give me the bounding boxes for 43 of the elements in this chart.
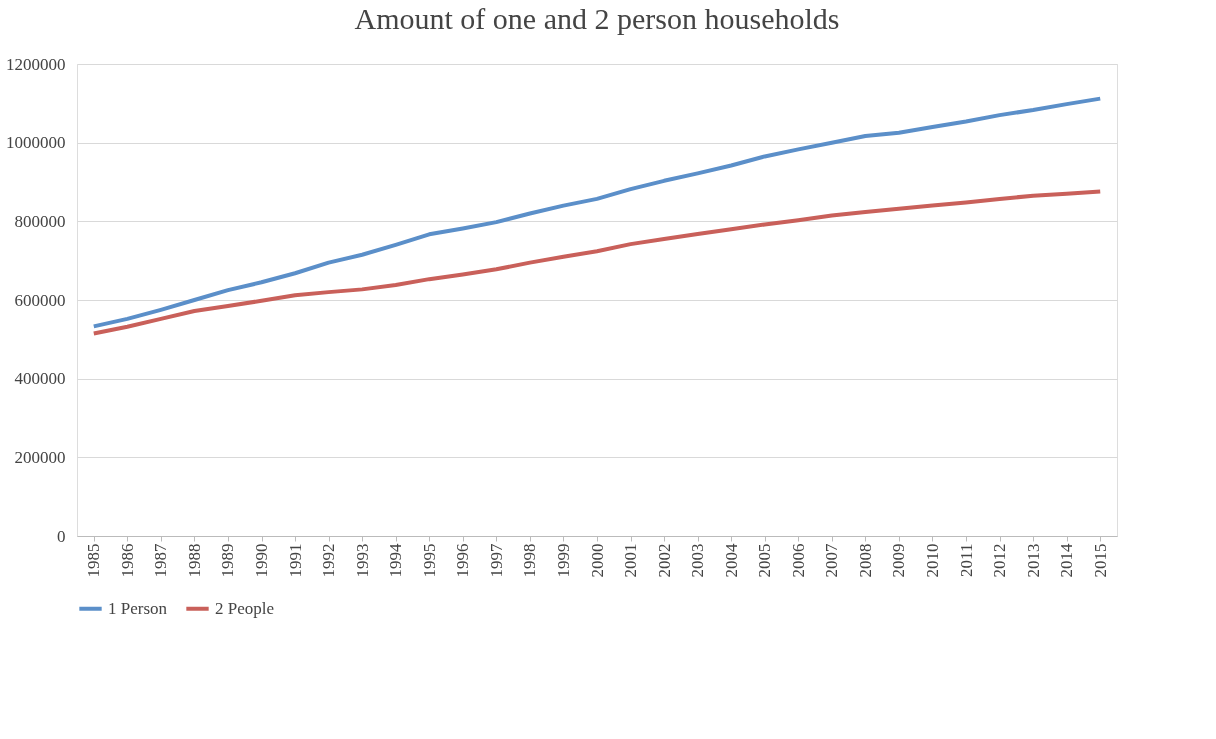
x-tick-label: 2004 xyxy=(721,543,741,578)
x-tick-label: 1990 xyxy=(252,543,272,578)
x-tick-label: 1989 xyxy=(218,543,238,578)
x-tick-label: 2006 xyxy=(788,543,808,578)
x-tick-label: 1992 xyxy=(319,543,339,578)
x-tick-label: 1996 xyxy=(453,543,473,578)
x-tick-label: 1988 xyxy=(184,543,204,578)
y-tick-label: 0 xyxy=(57,526,66,546)
y-tick-label: 800000 xyxy=(14,211,66,231)
x-tick-label: 2001 xyxy=(621,543,641,578)
x-tick-label: 1986 xyxy=(117,543,137,578)
y-tick-label: 400000 xyxy=(14,369,66,389)
x-tick-label: 2010 xyxy=(922,543,942,578)
x-tick-label: 2000 xyxy=(587,543,607,578)
y-tick-label: 600000 xyxy=(14,290,66,310)
chart-title: Amount of one and 2 person households xyxy=(354,2,840,35)
x-tick-label: 1991 xyxy=(285,543,305,578)
line-series xyxy=(91,96,1103,329)
x-tick-label: 2015 xyxy=(1090,543,1110,578)
legend-label: 1 Person xyxy=(108,598,168,618)
x-tick-label: 1987 xyxy=(151,543,171,578)
x-tick-label: 2009 xyxy=(889,543,909,578)
line-series xyxy=(91,189,1103,336)
x-tick-label: 2013 xyxy=(1023,543,1043,578)
x-tick-label: 2005 xyxy=(755,543,775,578)
y-tick-label: 1200000 xyxy=(6,54,66,74)
x-tick-label: 1993 xyxy=(352,543,372,578)
x-tick-label: 1999 xyxy=(553,543,573,578)
y-tick-label: 200000 xyxy=(14,447,66,467)
x-tick-label: 2011 xyxy=(956,543,976,577)
x-tick-label: 2003 xyxy=(688,543,708,578)
y-tick-label: 1000000 xyxy=(6,133,66,153)
legend-label: 2 People xyxy=(215,598,275,618)
x-tick-label: 2014 xyxy=(1057,543,1077,578)
x-tick-label: 2008 xyxy=(855,543,875,578)
x-tick-label: 1995 xyxy=(419,543,439,578)
x-tick-label: 1997 xyxy=(486,543,506,578)
x-tick-label: 2012 xyxy=(990,543,1010,578)
x-tick-label: 1985 xyxy=(84,543,104,578)
x-tick-label: 1994 xyxy=(386,543,406,578)
x-tick-label: 2002 xyxy=(654,543,674,578)
x-tick-label: 1998 xyxy=(520,543,540,578)
x-tick-label: 2007 xyxy=(822,543,842,578)
